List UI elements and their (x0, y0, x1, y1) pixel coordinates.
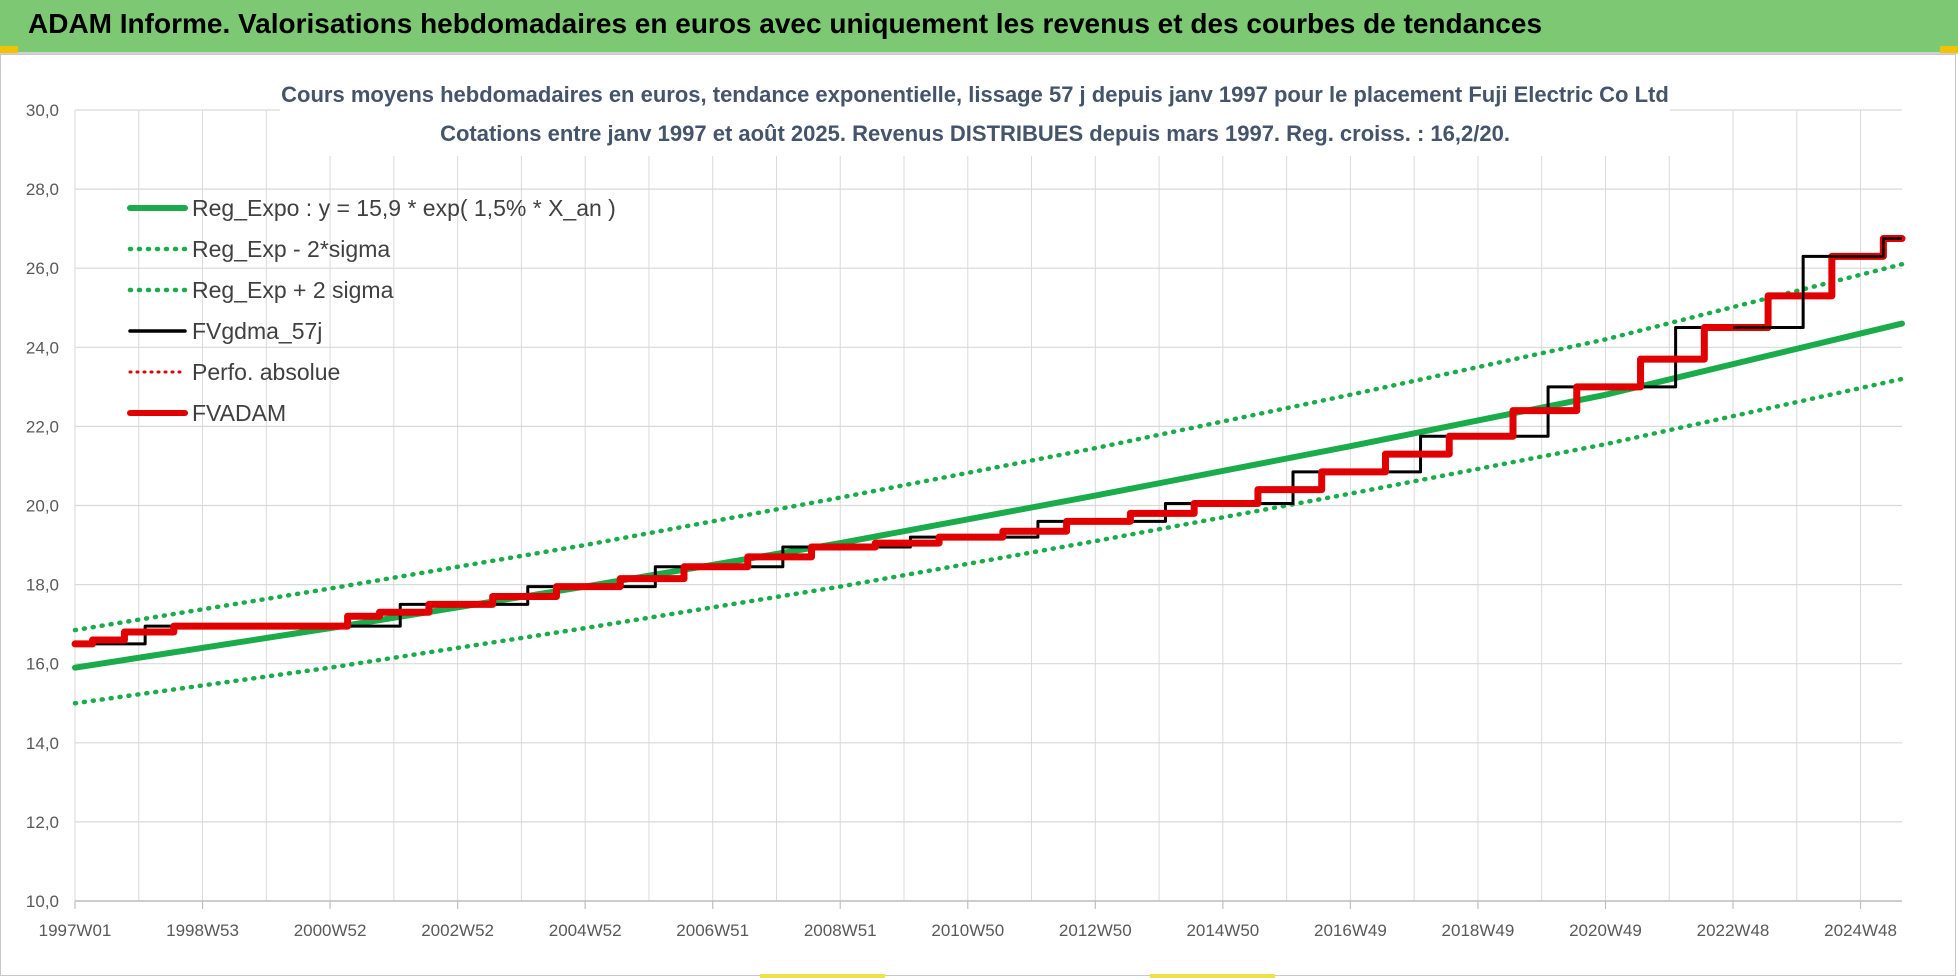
y-tick-label: 26,0 (26, 259, 59, 278)
corner-mark-right (1940, 46, 1958, 53)
legend: Reg_Expo : y = 15,9 * exp( 1,5% * X_an )… (127, 195, 616, 426)
chart-frame (0, 54, 1956, 976)
y-tick-label: 10,0 (26, 892, 59, 911)
series-line-2 (72, 261, 1905, 633)
title-background (280, 70, 1670, 156)
x-tick-label: 2022W48 (1697, 921, 1770, 940)
grid-lines (74, 109, 1902, 902)
y-tick-label: 18,0 (26, 576, 59, 595)
axes: 10,0 12,0 14,0 16,0 18,0 20,0 22,0 24,0 26,0 28,0… (26, 101, 1902, 940)
legend-label-2: Reg_Exp + 2 sigma (192, 277, 394, 303)
legend-label-3: FVgdma_57j (192, 318, 322, 344)
x-tick-label: 2020W49 (1569, 921, 1642, 940)
legend-label-1: Reg_Exp - 2*sigma (192, 236, 390, 262)
title-banner: ADAM Informe. Valorisations hebdomadaire… (0, 0, 1958, 54)
series-line-0 (72, 320, 1905, 671)
y-tick-label: 30,0 (26, 101, 59, 120)
x-tick-label: 2024W48 (1824, 921, 1897, 940)
chart-title-line1: Cours moyens hebdomadaires en euros, ten… (281, 82, 1669, 107)
y-tick-label: 12,0 (26, 813, 59, 832)
x-tick-label: 2012W50 (1059, 921, 1132, 940)
x-tick-label: 2008W51 (804, 921, 877, 940)
bottom-tab-2 (1150, 974, 1275, 978)
series-line-5 (71, 235, 1906, 648)
x-tick-label: 2018W49 (1442, 921, 1515, 940)
series-line-1 (72, 376, 1905, 706)
y-tick-label: 16,0 (26, 655, 59, 674)
x-tick-label: 2000W52 (294, 921, 367, 940)
y-tick-label: 22,0 (26, 417, 59, 436)
legend-label-0: Reg_Expo : y = 15,9 * exp( 1,5% * X_an ) (192, 195, 616, 221)
banner-title: ADAM Informe. Valorisations hebdomadaire… (28, 8, 1543, 39)
x-tick-label: 2004W52 (549, 921, 622, 940)
x-tick-label: 1998W53 (166, 921, 239, 940)
y-tick-label: 14,0 (26, 734, 59, 753)
series-layer (71, 235, 1906, 706)
series-line-fv-overlay (1733, 237, 1902, 329)
y-tick-label: 24,0 (26, 338, 59, 357)
x-tick-label: 2002W52 (421, 921, 494, 940)
legend-label-4: Perfo. absolue (192, 359, 340, 385)
corner-mark-left (0, 46, 18, 53)
series-line-3 (73, 237, 1904, 646)
bottom-tab-1 (760, 974, 885, 978)
y-tick-label: 28,0 (26, 180, 59, 199)
x-tick-label: 2006W51 (676, 921, 749, 940)
x-tick-label: 2016W49 (1314, 921, 1387, 940)
x-tick-label: 1997W01 (39, 921, 112, 940)
legend-label-5: FVADAM (192, 400, 286, 426)
y-tick-label: 20,0 (26, 497, 59, 516)
x-tick-label: 2010W50 (931, 921, 1004, 940)
x-tick-label: 2014W50 (1186, 921, 1259, 940)
chart-title-line2: Cotations entre janv 1997 et août 2025. … (440, 121, 1510, 146)
